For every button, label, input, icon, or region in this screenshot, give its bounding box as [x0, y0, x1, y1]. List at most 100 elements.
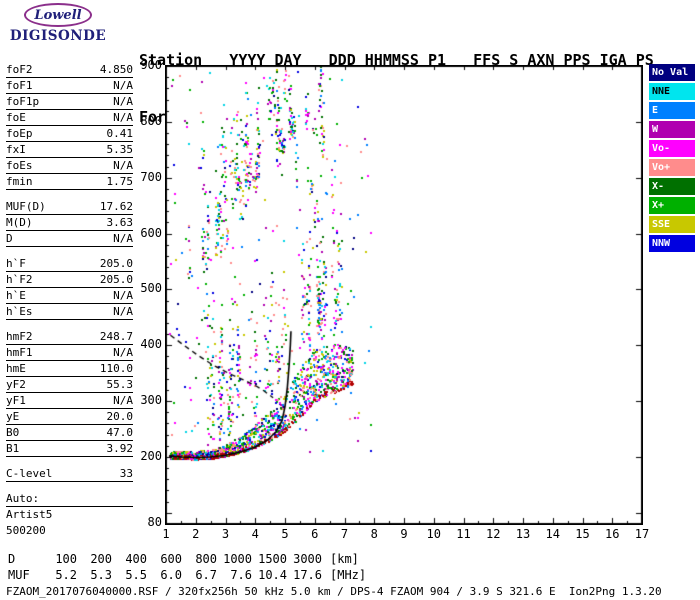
- param-label: fxI: [6, 143, 26, 156]
- x-tick-9: 9: [400, 527, 408, 541]
- param-row-h-es: h`Es N/A: [6, 304, 133, 320]
- param-row-b1: B1 3.92: [6, 441, 133, 457]
- param-value: 3.92: [106, 442, 134, 455]
- x-tick-10: 10: [426, 527, 441, 541]
- param-value: 20.0: [106, 410, 134, 423]
- param-row-b0: B0 47.0: [6, 425, 133, 441]
- legend-item-w: W: [649, 121, 695, 138]
- muf-row: MUF 5.2 5.3 5.5 6.0 6.7 7.6 10.4 17.6 [M…: [8, 567, 366, 583]
- param-row-hmf2: hmF2 248.7: [6, 329, 133, 345]
- x-tick-4: 4: [251, 527, 259, 541]
- param-row-fof1: foF1 N/A: [6, 78, 133, 94]
- param-row-yf1: yF1 N/A: [6, 393, 133, 409]
- ionogram-plot: [165, 65, 643, 525]
- muf-value: 5.3: [90, 568, 112, 582]
- muf-unit: [MHz]: [330, 568, 367, 582]
- x-tick-2: 2: [192, 527, 200, 541]
- muf-row-label: MUF: [8, 568, 30, 582]
- param-label: h`F2: [6, 273, 33, 286]
- param-row-hmf1: hmF1 N/A: [6, 345, 133, 361]
- y-tick-300: 300: [140, 393, 162, 408]
- x-tick-6: 6: [311, 527, 319, 541]
- param-label: yF1: [6, 394, 26, 407]
- param-group-1: MUF(D) 17.62 M(D) 3.63 D N/A: [6, 199, 133, 247]
- x-tick-3: 3: [221, 527, 230, 541]
- muf-value: 5.5: [125, 568, 147, 582]
- param-label: B1: [6, 442, 20, 455]
- param-row-m-d-: M(D) 3.63: [6, 215, 133, 231]
- param-label: yF2: [6, 378, 26, 391]
- d-value: 200: [90, 552, 112, 566]
- d-value: 800: [195, 552, 217, 566]
- param-footer-500200: 500200: [6, 524, 46, 537]
- param-value: N/A: [113, 232, 133, 245]
- param-value: 110.0: [99, 362, 133, 375]
- param-row-foep: foEp 0.41: [6, 126, 133, 142]
- param-row-fof1p: foF1p N/A: [6, 94, 133, 110]
- param-row-h-f: h`F 205.0: [6, 256, 133, 272]
- param-label: foEs: [6, 159, 33, 172]
- parameter-panel: foF2 4.850 foF1 N/A foF1p N/A foE N/A foEp 0.41 fx…: [6, 62, 133, 539]
- param-row-hme: hmE 110.0: [6, 361, 133, 377]
- param-value: 0.41: [106, 127, 134, 140]
- param-group-0: foF2 4.850 foF1 N/A foF1p N/A foE N/A foEp 0.41 fx…: [6, 62, 133, 190]
- legend-item-nne: NNE: [649, 83, 695, 100]
- lowell-digisonde-logo: Lowell DIGISONDE: [6, 3, 110, 53]
- param-label: hmE: [6, 362, 26, 375]
- x-tick-15: 15: [575, 527, 590, 541]
- param-group-4: C-level 33: [6, 466, 133, 482]
- y-tick-900: 900: [140, 58, 162, 72]
- d-value: 1000: [223, 552, 252, 566]
- y-tick-600: 600: [140, 225, 162, 240]
- d-row-label: D: [8, 552, 16, 566]
- param-label: B0: [6, 426, 20, 439]
- status-line: FZAOM_2017076040000.RSF / 320fx256h 50 k…: [6, 585, 662, 598]
- legend-item-vo+: Vo+: [649, 159, 695, 176]
- x-tick-8: 8: [370, 527, 378, 541]
- param-row-ye: yE 20.0: [6, 409, 133, 425]
- muf-value: 6.7: [195, 568, 217, 582]
- y-tick-80: 80: [147, 515, 162, 529]
- param-value: 4.850: [99, 63, 133, 76]
- y-tick-800: 800: [140, 113, 162, 128]
- param-group-3: hmF2 248.7 hmF1 N/A hmE 110.0 yF2 55.3 yF1 N/A yE 2…: [6, 329, 133, 457]
- x-tick-17: 17: [634, 527, 650, 541]
- param-label: foF1: [6, 79, 33, 92]
- param-value: N/A: [113, 95, 133, 108]
- param-row-h-f2: h`F2 205.0: [6, 272, 133, 288]
- param-value: 248.7: [99, 330, 133, 343]
- param-value: 205.0: [99, 273, 133, 286]
- param-value: 33: [119, 467, 133, 480]
- d-value: 100: [55, 552, 77, 566]
- distance-row: D 100 200 400 600 800 1000 1500 3000 [km…: [8, 551, 366, 567]
- param-group-2: h`F 205.0 h`F2 205.0 h`E N/A h`Es N/A: [6, 256, 133, 320]
- direction-legend: No Val NNE E W Vo- Vo+ X- X+ SSE NNW: [649, 64, 695, 254]
- param-label: foF2: [6, 63, 33, 76]
- param-value: N/A: [113, 111, 133, 124]
- param-row-fof2: foF2 4.850: [6, 62, 133, 78]
- x-tick-5: 5: [281, 527, 289, 541]
- param-row-foes: foEs N/A: [6, 158, 133, 174]
- param-label: foF1p: [6, 95, 40, 108]
- legend-item-x-: X-: [649, 178, 695, 195]
- legend-item-nnw: NNW: [649, 235, 695, 252]
- d-unit: [km]: [330, 552, 359, 566]
- param-label: h`F: [6, 257, 26, 270]
- param-footer-auto-: Auto:: [6, 491, 133, 507]
- x-tick-12: 12: [486, 527, 501, 541]
- legend-item-sse: SSE: [649, 216, 695, 233]
- param-label: foE: [6, 111, 26, 124]
- muf-value: 6.0: [160, 568, 182, 582]
- param-label: h`Es: [6, 305, 33, 318]
- y-tick-200: 200: [140, 448, 162, 463]
- x-tick-1: 1: [162, 527, 170, 541]
- param-label: h`E: [6, 289, 26, 302]
- param-value: 3.63: [106, 216, 134, 229]
- param-label: MUF(D): [6, 200, 46, 213]
- param-value: 5.35: [106, 143, 134, 156]
- param-row-yf2: yF2 55.3: [6, 377, 133, 393]
- x-tick-16: 16: [605, 527, 620, 541]
- param-label: hmF2: [6, 330, 33, 343]
- x-tick-11: 11: [456, 527, 471, 541]
- d-value: 3000: [293, 552, 322, 566]
